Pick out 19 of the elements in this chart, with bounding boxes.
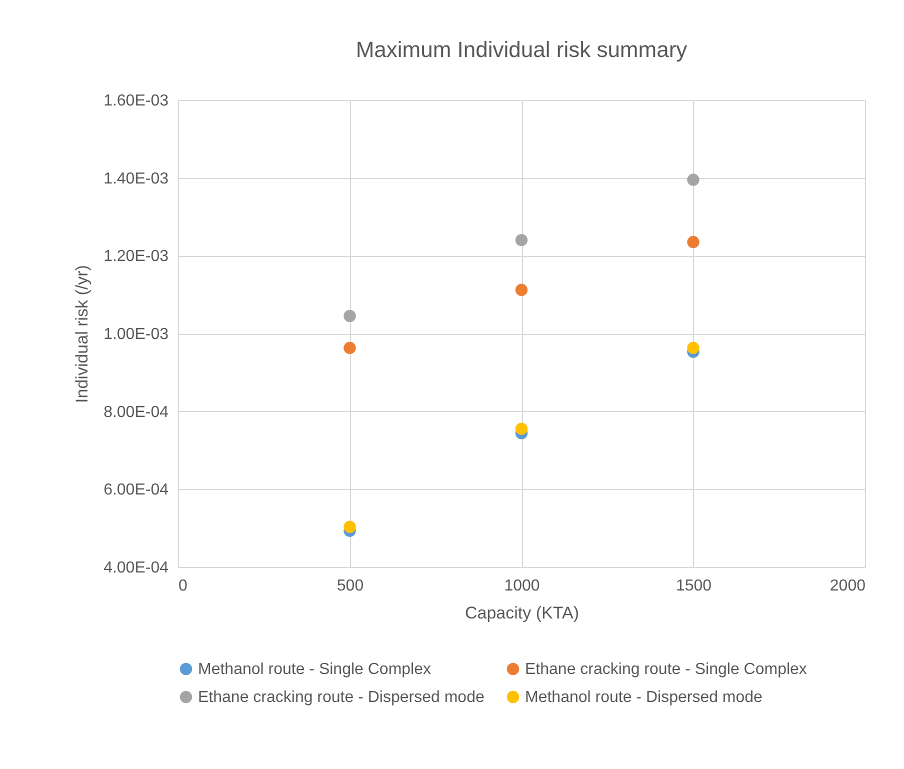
y-axis-title: Individual risk (/yr) — [72, 265, 92, 403]
legend-label: Methanol route - Dispersed mode — [525, 689, 763, 706]
x-tick-label: 0 — [178, 578, 188, 594]
legend-label: Ethane cracking route - Dispersed mode — [198, 689, 484, 706]
legend-label: Ethane cracking route - Single Complex — [525, 661, 807, 678]
y-tick-label: 1.60E-03 — [104, 92, 169, 110]
x-tick-label: 1500 — [676, 578, 712, 594]
chart-title: Maximum Individual risk summary — [356, 37, 688, 62]
x-axis-title: Capacity (KTA) — [465, 604, 579, 622]
x-tick-label: 1000 — [504, 578, 540, 594]
y-tick-label: 8.00E-04 — [104, 404, 169, 421]
y-tick-label: 1.00E-03 — [104, 326, 169, 343]
x-tick-label: 500 — [336, 578, 364, 594]
legend-label: Methanol route - Single Complex — [198, 661, 432, 678]
x-tick-label: 2000 — [830, 578, 866, 594]
y-tick-label: 1.40E-03 — [104, 170, 169, 188]
y-tick-label: 4.00E-04 — [104, 560, 169, 576]
y-tick-label: 1.20E-03 — [104, 248, 169, 266]
y-tick-label: 6.00E-04 — [104, 482, 169, 499]
